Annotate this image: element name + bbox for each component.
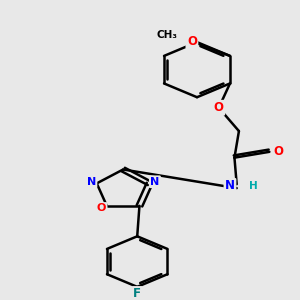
- Text: N: N: [150, 177, 160, 187]
- Text: N: N: [225, 179, 235, 192]
- Text: O: O: [214, 101, 224, 114]
- Text: O: O: [273, 145, 283, 158]
- Text: O: O: [187, 35, 197, 48]
- Text: CH₃: CH₃: [157, 31, 178, 40]
- Text: F: F: [133, 287, 141, 300]
- Text: O: O: [97, 203, 106, 213]
- Text: N: N: [87, 177, 96, 187]
- Text: H: H: [249, 181, 258, 191]
